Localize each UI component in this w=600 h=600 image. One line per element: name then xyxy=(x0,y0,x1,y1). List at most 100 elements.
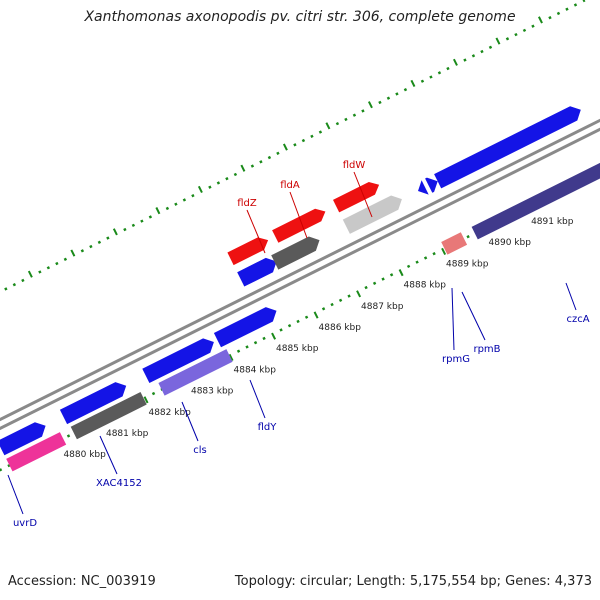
gene-label-fldW: fldW xyxy=(343,160,366,171)
gene-arrow-fldW-2 xyxy=(333,182,380,213)
top-scale-tick xyxy=(548,15,552,20)
bottom-scale-tick xyxy=(364,285,368,290)
bottom-scale-tick xyxy=(415,260,419,264)
bottom-scale-tick xyxy=(372,281,377,286)
top-scale-tick xyxy=(106,236,110,240)
kbp-tick-label: 4885 kbp xyxy=(276,344,319,354)
bottom-scale-tick xyxy=(381,277,385,281)
top-scale-tick xyxy=(191,194,195,198)
top-scale-tick xyxy=(225,177,229,181)
bottom-scale-tick xyxy=(151,391,156,396)
top-scale-tick xyxy=(395,92,399,96)
top-scale-tick xyxy=(463,58,467,62)
gene-arrow-fldZ-2 xyxy=(227,237,269,266)
bottom-scale-tick xyxy=(432,251,436,256)
kbp-tick-label: 4888 kbp xyxy=(404,281,447,291)
kbp-tick-label: 4886 kbp xyxy=(319,323,362,333)
bottom-scale-tick xyxy=(0,468,3,472)
top-scale-tick xyxy=(267,155,272,160)
top-scale-tick xyxy=(282,143,288,151)
top-scale-tick xyxy=(182,198,187,202)
kbp-tick-label: 4884 kbp xyxy=(234,365,277,375)
leader-line-czcA xyxy=(565,282,577,311)
gene-arrow-uvrD xyxy=(6,432,67,472)
top-scale-tick xyxy=(480,49,484,54)
bottom-scale-tick xyxy=(296,319,300,324)
backbone-track-1 xyxy=(0,127,600,431)
top-scale-tick xyxy=(250,164,255,168)
top-scale-tick xyxy=(429,75,433,79)
top-scale-tick xyxy=(437,71,442,75)
top-scale-tick xyxy=(446,66,450,71)
top-scale-tick xyxy=(386,96,391,100)
top-scale-tick xyxy=(410,79,416,88)
bottom-scale-tick xyxy=(321,307,326,311)
bottom-scale-tick xyxy=(313,311,319,319)
leader-line-cls xyxy=(181,401,199,442)
top-scale-tick xyxy=(378,100,382,105)
kbp-tick-label: 4882 kbp xyxy=(148,408,191,418)
bottom-scale-tick xyxy=(304,315,309,319)
gene-arrow-cls xyxy=(158,349,233,396)
gene-arrow-rpmG xyxy=(441,232,468,255)
gene-label-fldZ: fldZ xyxy=(237,198,257,209)
top-scale-tick xyxy=(131,223,136,228)
top-scale-tick xyxy=(335,121,340,126)
gene-arrow-rpmG-top xyxy=(418,180,429,195)
top-scale-tick xyxy=(565,7,569,11)
bottom-scale-tick xyxy=(398,269,404,277)
gene-arrow-cls-top xyxy=(142,338,214,383)
bottom-scale-tick xyxy=(287,324,292,328)
top-scale-tick xyxy=(174,202,178,206)
backbone-track-0 xyxy=(0,118,600,422)
top-scale-tick xyxy=(38,270,42,274)
bottom-scale-tick xyxy=(253,340,258,345)
top-scale-tick xyxy=(12,283,17,287)
top-scale-tick xyxy=(403,88,408,92)
top-scale-tick xyxy=(344,117,348,122)
top-scale-tick xyxy=(21,278,25,283)
kbp-tick-label: 4889 kbp xyxy=(446,259,489,269)
top-scale-tick xyxy=(46,266,51,270)
gene-label-cls: cls xyxy=(193,445,207,456)
top-scale-tick xyxy=(112,228,118,236)
bottom-scale-tick xyxy=(338,298,343,302)
leader-line-fldY xyxy=(249,379,266,419)
top-scale-tick xyxy=(70,249,76,257)
top-scale-tick xyxy=(97,240,102,244)
top-scale-tick xyxy=(240,164,246,172)
bottom-scale-tick xyxy=(262,336,266,341)
top-scale-tick xyxy=(301,138,306,143)
gene-arrow-fldY xyxy=(213,307,277,348)
top-scale-tick xyxy=(165,206,170,211)
kbp-tick-label: 4891 kbp xyxy=(531,217,574,227)
gene-arrow-XAC4152 xyxy=(70,392,147,440)
bottom-scale-tick xyxy=(441,247,447,256)
top-scale-tick xyxy=(55,261,59,266)
leader-line-fldZ xyxy=(246,209,266,254)
top-scale-tick xyxy=(488,45,493,50)
leader-line-rpmB xyxy=(461,291,486,341)
bottom-scale-tick xyxy=(7,463,11,468)
top-scale-tick xyxy=(233,172,238,177)
top-scale-tick xyxy=(259,160,263,164)
gene-label-fldA: fldA xyxy=(280,180,300,191)
top-scale-tick xyxy=(197,185,203,194)
top-scale-tick xyxy=(505,37,510,41)
gene-arrow-czcA-top xyxy=(434,106,581,189)
gene-arrow-rpmB-top xyxy=(425,177,438,193)
top-scale-tick xyxy=(352,113,357,117)
top-scale-tick xyxy=(538,16,543,24)
bottom-scale-tick xyxy=(347,294,351,298)
top-scale-tick xyxy=(310,134,314,139)
bottom-scale-tick xyxy=(143,396,149,404)
gene-arrow-uvrD-top xyxy=(0,422,46,456)
kbp-tick-label: 4880 kbp xyxy=(63,450,106,460)
gene-label-uvrD: uvrD xyxy=(13,518,37,529)
top-scale-tick xyxy=(63,257,68,261)
top-scale-tick xyxy=(216,181,221,185)
bottom-scale-tick xyxy=(271,332,277,340)
top-scale-tick xyxy=(471,54,476,58)
bottom-scale-tick xyxy=(245,345,249,349)
